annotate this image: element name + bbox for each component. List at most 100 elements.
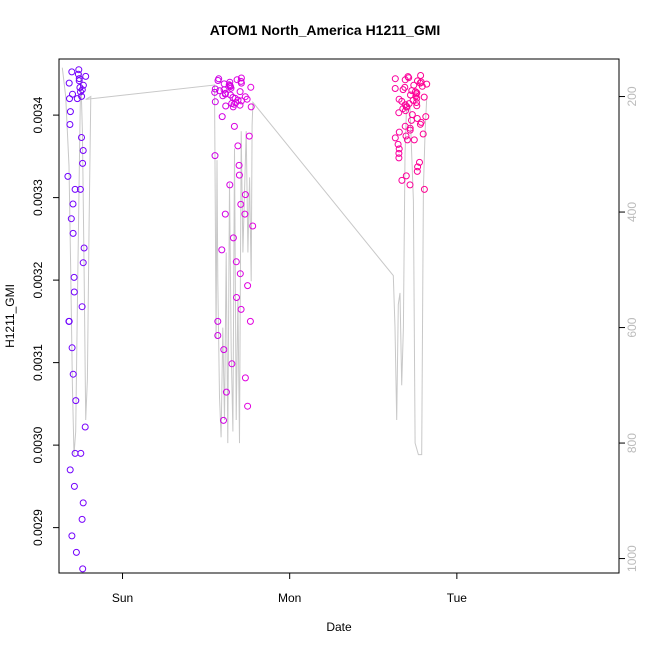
data-point xyxy=(221,210,229,218)
data-point xyxy=(401,76,409,84)
data-point xyxy=(247,83,255,91)
data-point xyxy=(241,191,249,199)
data-point xyxy=(79,499,87,507)
data-point xyxy=(237,200,245,208)
data-point xyxy=(234,142,242,150)
data-point xyxy=(66,466,74,474)
data-point xyxy=(408,116,415,124)
data-point xyxy=(403,103,411,111)
data-point xyxy=(391,75,399,83)
data-point xyxy=(245,132,253,140)
y-tick-label: 0.0032 xyxy=(31,261,45,298)
data-point xyxy=(66,95,73,103)
data-point xyxy=(407,91,414,99)
data-point xyxy=(403,136,411,144)
data-point xyxy=(69,370,77,378)
data-point xyxy=(406,126,414,134)
data-point xyxy=(226,181,234,189)
y-tick-label: 0.0031 xyxy=(31,344,45,381)
data-point xyxy=(236,270,244,278)
data-point xyxy=(236,101,244,109)
data-point xyxy=(78,303,86,311)
data-point xyxy=(66,121,74,128)
pressure-profile-line xyxy=(61,67,428,456)
data-point xyxy=(229,103,237,111)
x-tick-label: Tue xyxy=(447,591,468,605)
data-point xyxy=(72,548,80,556)
data-point xyxy=(220,346,228,354)
data-point xyxy=(81,423,89,431)
data-point xyxy=(222,388,230,396)
data-point xyxy=(395,128,403,136)
data-point xyxy=(413,94,421,102)
data-point xyxy=(79,159,87,167)
data-point xyxy=(413,99,420,106)
chart-title: ATOM1 North_America H1211_GMI xyxy=(210,22,441,38)
data-point xyxy=(68,344,76,352)
data-point xyxy=(82,72,90,80)
data-point xyxy=(79,565,87,573)
data-point xyxy=(413,102,421,110)
y-tick-label: 0.0030 xyxy=(31,426,45,463)
y-tick-label: 0.0029 xyxy=(31,509,45,546)
data-point xyxy=(401,83,409,91)
data-point xyxy=(77,88,84,96)
data-point xyxy=(78,92,86,100)
pressure-line-layer xyxy=(61,67,428,456)
data-point xyxy=(78,134,85,141)
data-point xyxy=(416,158,423,166)
data-point xyxy=(211,88,219,96)
data-point xyxy=(75,77,83,85)
data-point xyxy=(237,74,245,82)
data-point xyxy=(79,81,87,89)
data-point xyxy=(216,87,224,95)
data-point xyxy=(402,132,410,140)
data-point xyxy=(65,79,73,87)
data-point xyxy=(68,532,76,540)
data-point xyxy=(218,113,226,121)
data-point xyxy=(211,85,219,93)
data-point xyxy=(68,68,76,76)
data-point xyxy=(77,449,85,457)
data-point xyxy=(418,82,426,90)
data-point xyxy=(391,85,399,92)
data-point xyxy=(398,176,406,184)
data-point xyxy=(76,185,84,193)
data-point xyxy=(247,103,255,111)
data-point xyxy=(214,332,222,339)
y-tick-label: 0.0034 xyxy=(31,96,45,133)
data-point xyxy=(66,108,74,116)
data-point xyxy=(64,172,72,180)
data-point xyxy=(422,113,430,121)
data-point xyxy=(420,185,428,193)
y-tick-label: 0.0033 xyxy=(31,179,45,216)
data-point xyxy=(73,95,81,103)
x-axis: Sun Mon Tue xyxy=(112,573,467,605)
y2-tick-label: 1000 xyxy=(625,545,639,572)
plot-area xyxy=(58,58,620,574)
data-point xyxy=(413,167,421,175)
data-point xyxy=(80,244,88,252)
y2-tick-label: 200 xyxy=(625,86,639,106)
data-point xyxy=(233,76,241,84)
data-point xyxy=(228,360,236,368)
y2-tick-label: 600 xyxy=(625,317,639,337)
data-point xyxy=(405,74,413,82)
data-point xyxy=(419,130,427,138)
data-point xyxy=(225,81,233,89)
data-point xyxy=(235,171,243,179)
data-point xyxy=(417,72,425,79)
data-point xyxy=(414,163,422,171)
data-point xyxy=(70,288,78,296)
data-point xyxy=(79,259,87,267)
data-point xyxy=(71,185,79,193)
data-point xyxy=(230,122,238,130)
data-point xyxy=(233,294,240,301)
data-point xyxy=(222,102,230,110)
data-point xyxy=(236,88,244,96)
data-point xyxy=(420,93,428,101)
y-axis-right: 200 400 600 800 1000 xyxy=(619,86,639,572)
data-point xyxy=(75,66,83,74)
data-point xyxy=(244,402,252,410)
